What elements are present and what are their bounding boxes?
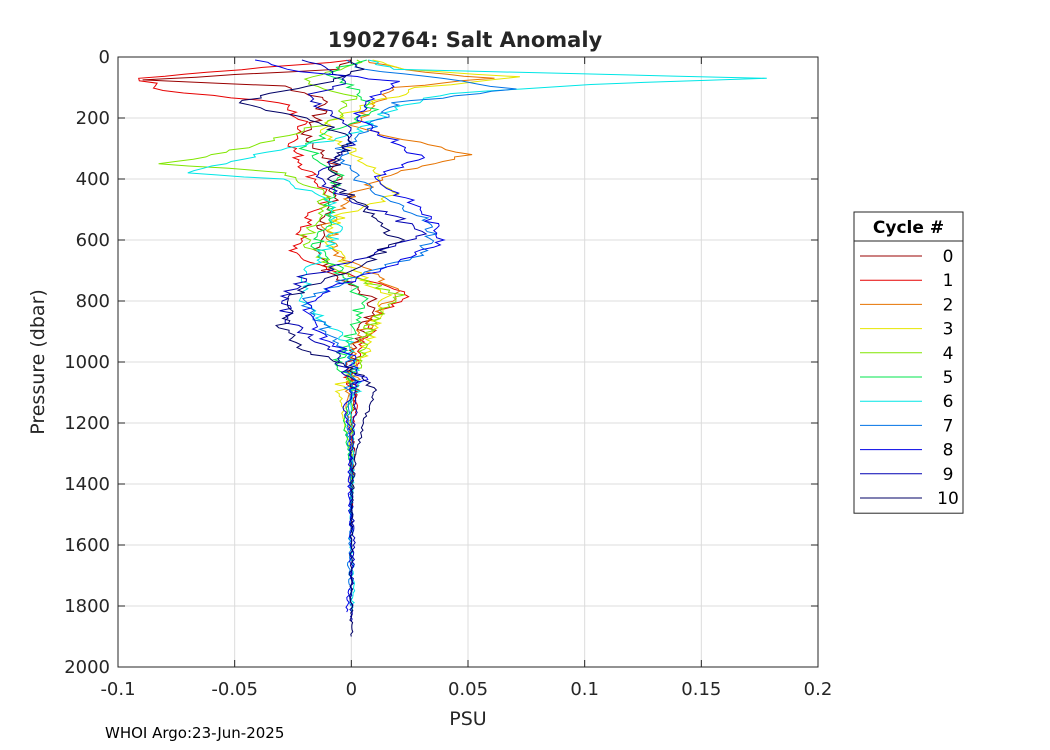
x-tick-label: 0.05 bbox=[448, 679, 488, 700]
y-axis-label: Pressure (dbar) bbox=[27, 289, 49, 435]
x-tick-label: 0.1 bbox=[570, 679, 599, 700]
grid-lines bbox=[117, 56, 819, 668]
x-tick-label: 0 bbox=[346, 679, 357, 700]
chart-title: 1902764: Salt Anomaly bbox=[328, 28, 603, 52]
series-line-cycle-10 bbox=[238, 59, 406, 637]
footer-credit: WHOI Argo:23-Jun-2025 bbox=[105, 724, 285, 742]
series-line-cycle-4 bbox=[158, 59, 405, 500]
legend-box bbox=[853, 211, 964, 514]
y-tick-label: 1200 bbox=[64, 413, 110, 434]
legend-label-cycle-10: 10 bbox=[937, 489, 959, 509]
y-tick-label: 1800 bbox=[64, 596, 110, 617]
legend-label-cycle-6: 6 bbox=[943, 392, 954, 412]
y-axis-ticks: 0 200 400 600 800 1000 1200 1400 1600 1800 2000 bbox=[64, 47, 818, 678]
legend-label-cycle-7: 7 bbox=[943, 416, 954, 436]
y-tick-label: 200 bbox=[76, 108, 110, 129]
legend-label-cycle-8: 8 bbox=[943, 441, 954, 461]
legend-label-cycle-5: 5 bbox=[943, 368, 954, 388]
x-axis-label: PSU bbox=[449, 708, 486, 730]
x-tick-label: -0.1 bbox=[100, 679, 135, 700]
legend-label-cycle-4: 4 bbox=[943, 344, 954, 364]
series-line-cycle-7 bbox=[300, 59, 517, 607]
legend-label-cycle-1: 1 bbox=[943, 271, 954, 291]
y-tick-label: 1600 bbox=[64, 535, 110, 556]
x-tick-label: -0.05 bbox=[211, 679, 258, 700]
legend-title: Cycle # bbox=[873, 218, 944, 238]
legend-label-cycle-0: 0 bbox=[943, 247, 954, 267]
y-tick-label: 0 bbox=[99, 47, 110, 68]
plot-series-group bbox=[138, 59, 767, 637]
series-line-cycle-5 bbox=[298, 59, 380, 515]
y-tick-label: 1400 bbox=[64, 474, 110, 495]
legend-label-cycle-2: 2 bbox=[943, 295, 954, 315]
x-tick-label: 0.15 bbox=[681, 679, 721, 700]
legend-label-cycle-9: 9 bbox=[943, 465, 954, 485]
legend: Cycle # 0 1 2 3 4 5 6 7 8 9 10 bbox=[853, 211, 964, 514]
series-line-cycle-6 bbox=[187, 59, 767, 613]
y-tick-label: 2000 bbox=[64, 657, 110, 678]
y-tick-label: 1000 bbox=[64, 352, 110, 373]
x-axis-ticks: -0.1 -0.05 0 0.05 0.1 0.15 0.2 bbox=[100, 57, 832, 700]
series-line-cycle-9 bbox=[279, 59, 428, 622]
y-tick-label: 800 bbox=[76, 291, 110, 312]
y-tick-label: 400 bbox=[76, 169, 110, 190]
x-tick-label: 0.2 bbox=[804, 679, 833, 700]
y-tick-label: 600 bbox=[76, 230, 110, 251]
legend-label-cycle-3: 3 bbox=[943, 320, 954, 340]
